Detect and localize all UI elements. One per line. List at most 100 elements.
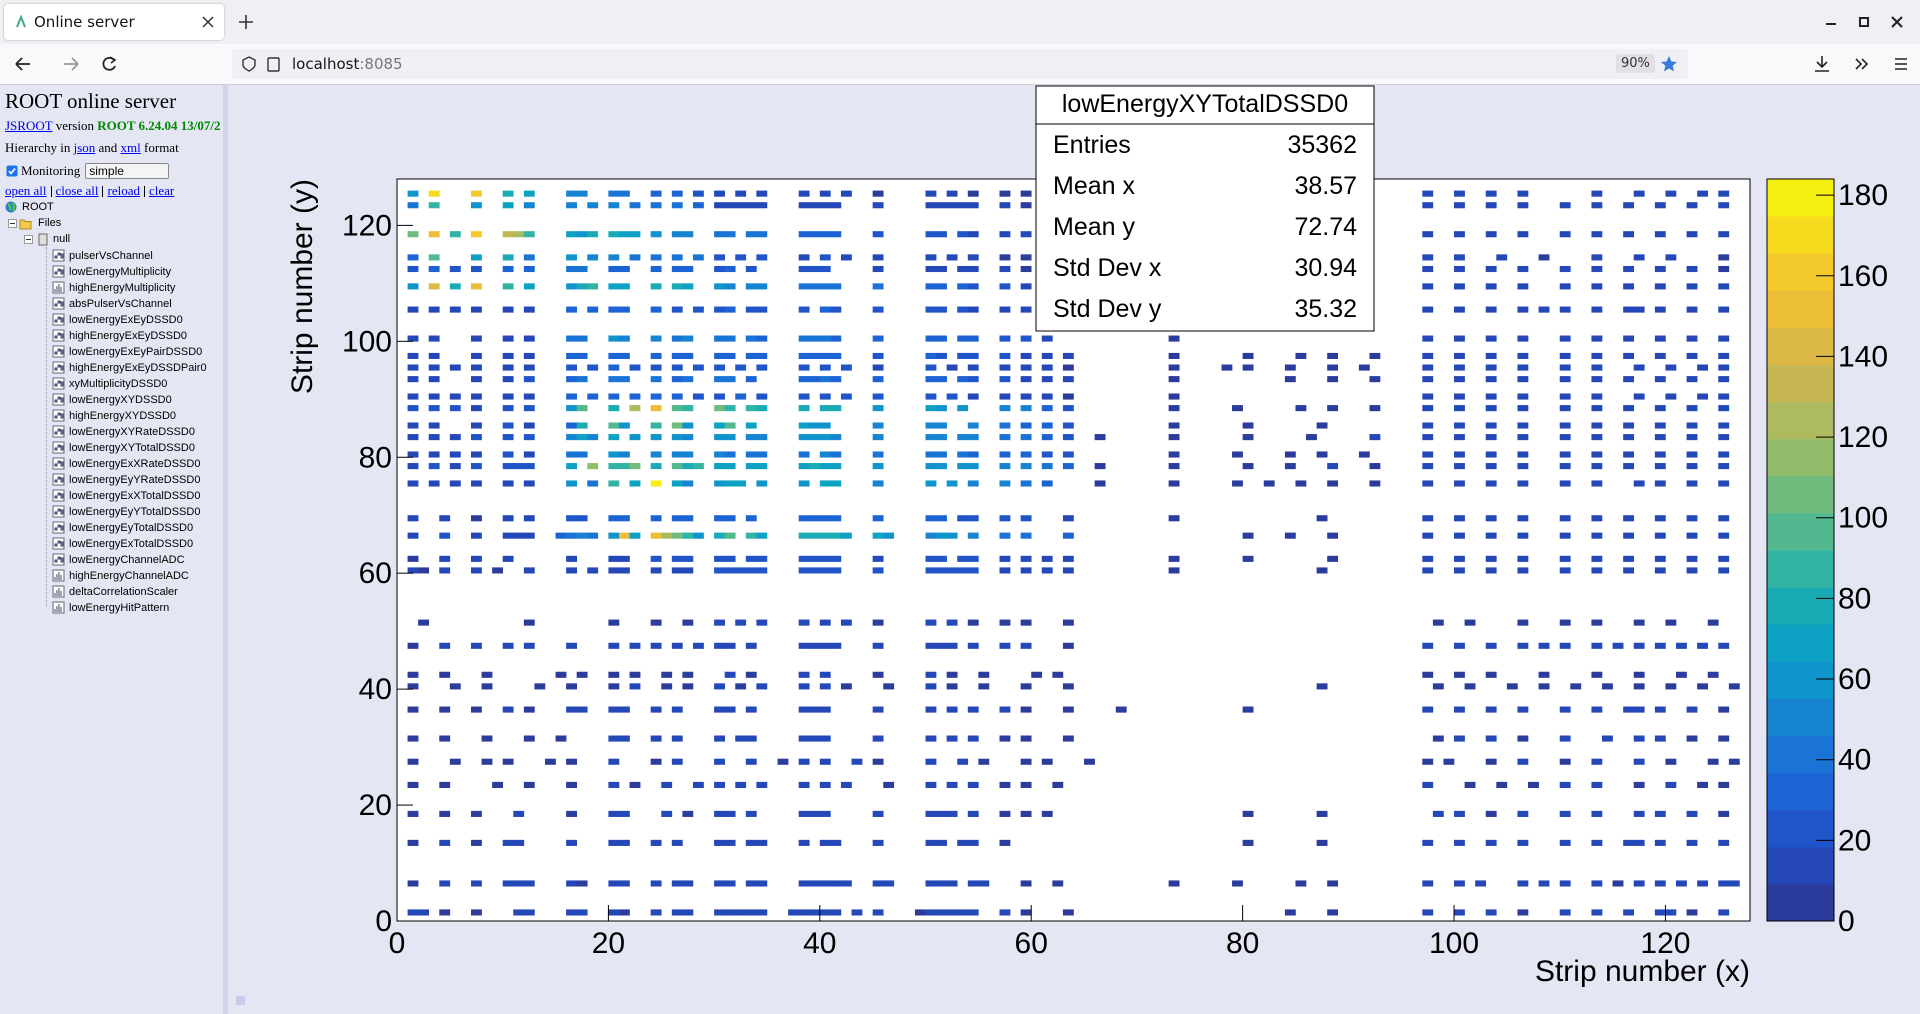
action-link[interactable]: close all xyxy=(55,183,99,198)
action-link[interactable]: open all xyxy=(5,183,47,198)
cell xyxy=(1422,515,1434,522)
action-link[interactable]: reload xyxy=(107,183,140,198)
tree-item[interactable]: lowEnergyEyTotalDSSD0 xyxy=(69,522,194,534)
cell xyxy=(439,810,451,817)
cell xyxy=(566,335,577,342)
cell xyxy=(967,202,979,209)
cell xyxy=(407,880,419,887)
monitoring-checkbox[interactable] xyxy=(6,165,18,177)
bookmark-star[interactable] xyxy=(1660,55,1678,73)
tree-item[interactable]: lowEnergyXYDSSD0 xyxy=(69,394,172,406)
expander[interactable] xyxy=(8,219,17,228)
cell xyxy=(671,480,683,487)
cell xyxy=(1062,567,1074,574)
cell xyxy=(566,480,577,487)
monitoring-select[interactable]: simple xyxy=(85,163,170,179)
new-tab[interactable] xyxy=(238,14,254,30)
tree-file[interactable]: null xyxy=(53,233,71,245)
url-bar[interactable]: localhost:8085 90% xyxy=(232,49,1688,79)
cell xyxy=(798,265,810,273)
action-link[interactable]: clear xyxy=(148,183,175,198)
tree-item[interactable]: lowEnergyMultiplicity xyxy=(69,266,172,278)
jsroot-link[interactable]: JSROOT xyxy=(5,118,53,133)
cell xyxy=(756,839,768,846)
tree-item[interactable]: highEnergyXYDSSD0 xyxy=(69,410,177,422)
tree-item[interactable]: pulserVsChannel xyxy=(69,250,153,262)
tree-item[interactable]: lowEnergyExXRateDSSD0 xyxy=(69,458,201,470)
expander[interactable] xyxy=(24,235,33,244)
cell xyxy=(523,532,535,539)
cell xyxy=(407,671,419,678)
tree-item[interactable]: lowEnergyExXTotalDSSD0 xyxy=(69,490,201,502)
cell xyxy=(470,393,482,400)
cell xyxy=(544,758,556,765)
cell xyxy=(840,190,852,197)
xml-link[interactable]: xml xyxy=(120,140,141,155)
cell xyxy=(502,393,514,400)
cell xyxy=(1443,758,1455,765)
window-controls[interactable] xyxy=(1820,14,1910,30)
cell xyxy=(1718,393,1730,400)
tree-icon xyxy=(52,505,65,518)
cell xyxy=(819,532,831,539)
tree-item[interactable]: lowEnergyExEyPairDSSD0 xyxy=(69,346,203,358)
tree-item[interactable]: highEnergyExEyDSSDPair0 xyxy=(69,362,207,374)
cell xyxy=(1633,758,1645,765)
tab-close[interactable] xyxy=(202,16,214,28)
splitter[interactable] xyxy=(223,85,228,1014)
cell xyxy=(745,422,757,429)
tree-item[interactable]: lowEnergyExTotalDSSD0 xyxy=(69,538,194,550)
nav-buttons[interactable] xyxy=(12,54,122,74)
cell xyxy=(946,190,958,197)
tree-item[interactable]: lowEnergyXYRateDSSD0 xyxy=(69,426,195,438)
cell xyxy=(1168,451,1180,458)
tree-item[interactable]: lowEnergyChannelADC xyxy=(69,554,185,566)
tree-item[interactable]: lowEnergyHitPattern xyxy=(69,602,170,614)
cell xyxy=(523,306,535,313)
cell xyxy=(502,283,514,290)
zoom-level[interactable]: 90% xyxy=(1616,54,1655,73)
cell xyxy=(872,231,884,238)
tab[interactable]: Online server xyxy=(4,4,224,40)
cell xyxy=(714,231,725,238)
tree-folder[interactable]: Files xyxy=(38,217,62,229)
cell xyxy=(1591,480,1603,487)
cell xyxy=(819,393,831,400)
cell xyxy=(1654,231,1666,238)
json-link[interactable]: json xyxy=(73,140,96,155)
x-tick-label: 120 xyxy=(1640,927,1690,960)
cell xyxy=(872,735,884,742)
cell xyxy=(1591,781,1603,788)
cell xyxy=(925,463,937,470)
cell xyxy=(1517,393,1529,400)
cell xyxy=(1422,758,1434,765)
cell xyxy=(1728,683,1740,690)
cell xyxy=(745,735,757,742)
tree-item[interactable]: highEnergyChannelADC xyxy=(69,570,189,582)
tree-root[interactable]: ROOT xyxy=(22,201,54,213)
cell xyxy=(1559,781,1571,788)
cell xyxy=(724,422,736,429)
tree-item[interactable]: highEnergyMultiplicity xyxy=(69,282,176,294)
tree-item[interactable]: lowEnergyEyYRateDSSD0 xyxy=(69,474,201,486)
cell xyxy=(608,190,620,197)
tree-item[interactable]: deltaCorrelationScaler xyxy=(69,586,178,598)
cell xyxy=(1454,671,1465,678)
cell xyxy=(576,671,588,678)
cell xyxy=(1168,515,1180,522)
cell xyxy=(1591,463,1603,470)
cell xyxy=(618,422,630,429)
tree-item[interactable]: absPulserVsChannel xyxy=(69,298,172,310)
cell xyxy=(830,405,842,412)
tree-item[interactable]: lowEnergyEyYTotalDSSD0 xyxy=(69,506,201,518)
toolbar-icons[interactable] xyxy=(1812,54,1912,74)
cell xyxy=(1559,619,1571,626)
cell xyxy=(714,434,725,441)
tree-item[interactable]: lowEnergyExEyDSSD0 xyxy=(69,314,183,326)
cell xyxy=(798,364,810,371)
tree-item[interactable]: lowEnergyXYTotalDSSD0 xyxy=(69,442,195,454)
tree-icon xyxy=(52,537,65,550)
cell xyxy=(925,376,937,383)
tree-item[interactable]: xyMultiplicityDSSD0 xyxy=(69,378,168,390)
tree-item[interactable]: highEnergyExEyDSSD0 xyxy=(69,330,188,342)
